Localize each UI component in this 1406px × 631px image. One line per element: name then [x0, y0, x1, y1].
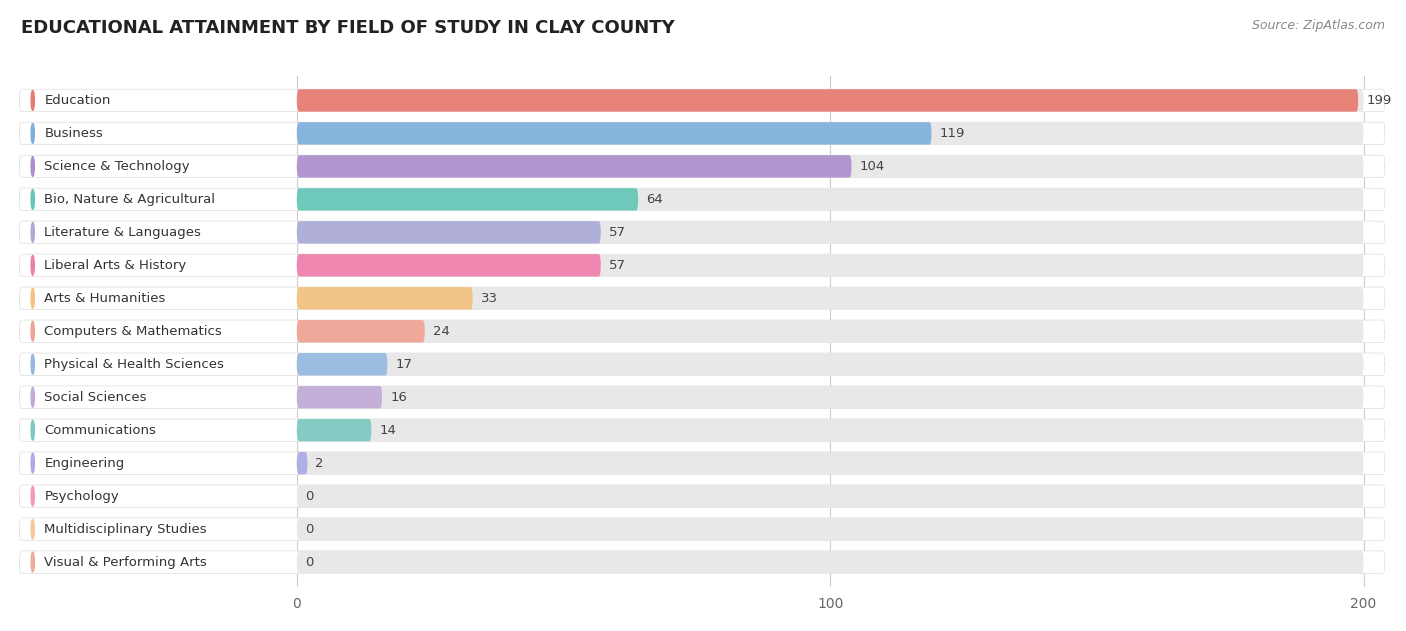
- FancyBboxPatch shape: [20, 551, 1385, 574]
- Text: Source: ZipAtlas.com: Source: ZipAtlas.com: [1251, 19, 1385, 32]
- Text: 119: 119: [939, 127, 965, 140]
- FancyBboxPatch shape: [297, 221, 1364, 244]
- Text: 0: 0: [305, 556, 314, 569]
- Text: 57: 57: [609, 259, 626, 272]
- FancyBboxPatch shape: [297, 386, 1364, 408]
- Text: Multidisciplinary Studies: Multidisciplinary Studies: [45, 522, 207, 536]
- Text: 0: 0: [305, 522, 314, 536]
- Circle shape: [31, 288, 34, 308]
- FancyBboxPatch shape: [297, 419, 1364, 442]
- FancyBboxPatch shape: [20, 320, 1385, 343]
- Text: Engineering: Engineering: [45, 457, 125, 469]
- FancyBboxPatch shape: [20, 221, 1385, 244]
- Circle shape: [31, 519, 34, 539]
- Text: 2: 2: [315, 457, 323, 469]
- Text: Communications: Communications: [45, 423, 156, 437]
- FancyBboxPatch shape: [20, 452, 1385, 475]
- Text: 14: 14: [380, 423, 396, 437]
- FancyBboxPatch shape: [20, 386, 1385, 408]
- FancyBboxPatch shape: [297, 287, 1364, 310]
- Circle shape: [31, 355, 34, 374]
- Text: Literature & Languages: Literature & Languages: [45, 226, 201, 239]
- FancyBboxPatch shape: [297, 188, 638, 211]
- FancyBboxPatch shape: [20, 122, 1385, 144]
- FancyBboxPatch shape: [297, 320, 1364, 343]
- Text: Computers & Mathematics: Computers & Mathematics: [45, 325, 222, 338]
- Text: 57: 57: [609, 226, 626, 239]
- Text: Physical & Health Sciences: Physical & Health Sciences: [45, 358, 225, 371]
- FancyBboxPatch shape: [20, 518, 1385, 540]
- FancyBboxPatch shape: [297, 188, 1364, 211]
- FancyBboxPatch shape: [20, 254, 1385, 276]
- Text: 16: 16: [389, 391, 406, 404]
- FancyBboxPatch shape: [297, 155, 1364, 177]
- FancyBboxPatch shape: [297, 353, 1364, 375]
- Text: 17: 17: [395, 358, 412, 371]
- FancyBboxPatch shape: [297, 419, 371, 442]
- FancyBboxPatch shape: [297, 122, 1364, 144]
- FancyBboxPatch shape: [20, 419, 1385, 442]
- FancyBboxPatch shape: [20, 353, 1385, 375]
- Circle shape: [31, 487, 34, 506]
- FancyBboxPatch shape: [297, 89, 1358, 112]
- Circle shape: [31, 124, 34, 143]
- Text: Business: Business: [45, 127, 103, 140]
- Text: Psychology: Psychology: [45, 490, 120, 503]
- Circle shape: [31, 91, 34, 110]
- FancyBboxPatch shape: [20, 485, 1385, 507]
- Text: 33: 33: [481, 292, 498, 305]
- FancyBboxPatch shape: [297, 452, 308, 475]
- Text: 64: 64: [647, 193, 662, 206]
- FancyBboxPatch shape: [297, 320, 425, 343]
- FancyBboxPatch shape: [20, 188, 1385, 211]
- FancyBboxPatch shape: [297, 386, 382, 408]
- Circle shape: [31, 256, 34, 275]
- FancyBboxPatch shape: [297, 485, 1364, 507]
- FancyBboxPatch shape: [297, 254, 1364, 276]
- FancyBboxPatch shape: [297, 353, 388, 375]
- Circle shape: [31, 223, 34, 242]
- FancyBboxPatch shape: [297, 89, 1364, 112]
- FancyBboxPatch shape: [297, 518, 1364, 540]
- Circle shape: [31, 420, 34, 440]
- Text: Bio, Nature & Agricultural: Bio, Nature & Agricultural: [45, 193, 215, 206]
- Circle shape: [31, 321, 34, 341]
- Text: 0: 0: [305, 490, 314, 503]
- FancyBboxPatch shape: [20, 155, 1385, 177]
- FancyBboxPatch shape: [20, 287, 1385, 310]
- Text: Science & Technology: Science & Technology: [45, 160, 190, 173]
- Circle shape: [31, 453, 34, 473]
- Text: Visual & Performing Arts: Visual & Performing Arts: [45, 556, 207, 569]
- FancyBboxPatch shape: [297, 122, 932, 144]
- Text: EDUCATIONAL ATTAINMENT BY FIELD OF STUDY IN CLAY COUNTY: EDUCATIONAL ATTAINMENT BY FIELD OF STUDY…: [21, 19, 675, 37]
- FancyBboxPatch shape: [297, 221, 600, 244]
- Text: Arts & Humanities: Arts & Humanities: [45, 292, 166, 305]
- Circle shape: [31, 387, 34, 407]
- FancyBboxPatch shape: [297, 452, 1364, 475]
- FancyBboxPatch shape: [297, 551, 1364, 574]
- FancyBboxPatch shape: [297, 287, 472, 310]
- Circle shape: [31, 189, 34, 209]
- Text: Education: Education: [45, 94, 111, 107]
- Text: Liberal Arts & History: Liberal Arts & History: [45, 259, 187, 272]
- Circle shape: [31, 552, 34, 572]
- Text: Social Sciences: Social Sciences: [45, 391, 148, 404]
- Text: 199: 199: [1367, 94, 1392, 107]
- Text: 104: 104: [859, 160, 884, 173]
- Circle shape: [31, 156, 34, 176]
- Text: 24: 24: [433, 325, 450, 338]
- FancyBboxPatch shape: [297, 254, 600, 276]
- FancyBboxPatch shape: [20, 89, 1385, 112]
- FancyBboxPatch shape: [297, 155, 852, 177]
